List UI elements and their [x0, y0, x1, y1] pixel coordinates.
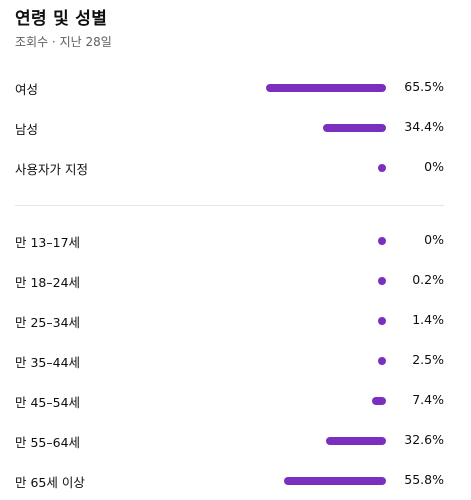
gender-bar [266, 84, 386, 92]
gender-bar-track [266, 84, 386, 92]
age-bar [283, 477, 386, 485]
age-bar [372, 397, 386, 405]
age-bar-track [266, 317, 386, 325]
gender-row: 여성 65.5% [0, 76, 471, 100]
age-value: 0% [424, 232, 444, 247]
age-value: 0.2% [412, 272, 444, 287]
gender-bar-track [266, 164, 386, 172]
age-bar [378, 277, 386, 285]
gender-label: 사용자가 지정 [15, 162, 88, 177]
age-value: 32.6% [404, 432, 444, 447]
age-value: 7.4% [412, 392, 444, 407]
age-label: 만 25–34세 [15, 315, 81, 330]
section-divider [15, 205, 444, 206]
age-label: 만 55–64세 [15, 435, 81, 450]
age-bar-track [266, 477, 386, 485]
age-label: 만 65세 이상 [15, 475, 85, 490]
gender-bar [322, 124, 386, 132]
age-bar-track [266, 357, 386, 365]
age-row: 만 13–17세 0% [0, 229, 471, 253]
age-label: 만 13–17세 [15, 235, 81, 250]
age-value: 1.4% [412, 312, 444, 327]
age-row: 만 65세 이상 55.8% [0, 469, 471, 493]
gender-row: 남성 34.4% [0, 116, 471, 140]
age-bar [378, 317, 386, 325]
gender-bar [378, 164, 386, 172]
gender-label: 남성 [15, 122, 39, 137]
age-row: 만 55–64세 32.6% [0, 429, 471, 453]
age-bar-track [266, 437, 386, 445]
gender-bar-track [266, 124, 386, 132]
age-row: 만 35–44세 2.5% [0, 349, 471, 373]
gender-value: 0% [424, 159, 444, 174]
age-bar-track [266, 277, 386, 285]
gender-value: 34.4% [404, 119, 444, 134]
age-label: 만 35–44세 [15, 355, 81, 370]
age-value: 55.8% [404, 472, 444, 487]
gender-row: 사용자가 지정 0% [0, 156, 471, 180]
gender-label: 여성 [15, 82, 39, 97]
gender-value: 65.5% [404, 79, 444, 94]
age-bar [326, 437, 386, 445]
age-label: 만 18–24세 [15, 275, 81, 290]
age-bar [378, 237, 386, 245]
age-row: 만 25–34세 1.4% [0, 309, 471, 333]
age-row: 만 18–24세 0.2% [0, 269, 471, 293]
age-row: 만 45–54세 7.4% [0, 389, 471, 413]
age-bar-track [266, 237, 386, 245]
age-bar [378, 357, 386, 365]
age-value: 2.5% [412, 352, 444, 367]
card-title: 연령 및 성별 [15, 9, 108, 29]
age-bar-track [266, 397, 386, 405]
card-subtitle: 조회수 · 지난 28일 [15, 35, 112, 49]
age-label: 만 45–54세 [15, 395, 81, 410]
